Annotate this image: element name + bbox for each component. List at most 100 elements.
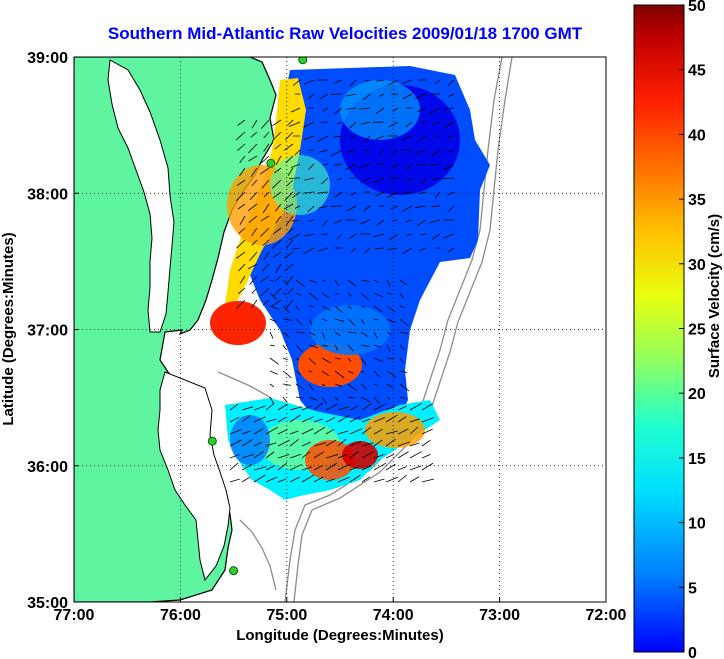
velocity-arrow <box>360 331 369 338</box>
velocity-arrow <box>253 416 266 423</box>
velocity-arrow <box>325 454 339 459</box>
velocity-arrow <box>386 318 396 323</box>
velocity-arrow <box>334 163 343 166</box>
velocity-arrow <box>260 287 270 297</box>
velocity-arrow <box>386 247 399 251</box>
velocity-arrow <box>359 107 371 110</box>
velocity-arrow <box>263 131 270 139</box>
velocity-arrow <box>301 405 312 411</box>
velocity-arrow <box>360 344 370 348</box>
velocity-arrow <box>386 331 392 335</box>
velocity-arrow <box>271 179 282 189</box>
velocity-arrow <box>447 79 455 86</box>
velocity-arrow <box>229 462 239 471</box>
velocity-arrow <box>273 167 282 174</box>
velocity-arrow <box>349 441 362 447</box>
velocity-arrow <box>284 191 294 202</box>
velocity-arrow <box>269 318 277 323</box>
velocity-arrow <box>349 466 359 471</box>
colorbar-tick-label: 25 <box>688 322 706 339</box>
velocity-arrow <box>392 107 399 112</box>
velocity-arrow <box>345 163 357 171</box>
velocity-arrow <box>421 417 435 423</box>
velocity-arrow <box>250 167 258 178</box>
colorbar-tick-label: 50 <box>688 0 706 15</box>
velocity-arrow <box>386 191 399 198</box>
velocity-arrow <box>322 163 329 166</box>
colorbar-tick-label: 40 <box>688 127 706 144</box>
velocity-arrow <box>238 287 246 295</box>
velocity-arrow <box>373 357 384 363</box>
velocity-arrow <box>373 417 386 423</box>
velocity-arrow <box>409 418 420 423</box>
velocity-arrow <box>434 135 441 138</box>
velocity-arrow <box>443 233 455 239</box>
velocity-arrow <box>349 451 359 459</box>
velocity-arrow <box>275 215 282 224</box>
velocity-arrow <box>402 93 413 100</box>
velocity-arrow <box>334 305 343 314</box>
velocity-arrow <box>321 396 327 405</box>
velocity-arrow <box>409 402 422 411</box>
velocity-arrow <box>295 383 305 391</box>
velocity-vectors <box>229 79 455 483</box>
velocity-arrow <box>282 305 290 314</box>
velocity-arrow <box>294 205 301 209</box>
velocity-arrow <box>253 474 266 483</box>
velocity-arrow <box>373 454 385 459</box>
x-tick-label: 75:00 <box>266 607 307 624</box>
velocity-arrow <box>347 305 352 309</box>
velocity-arrow <box>373 279 379 283</box>
velocity-arrow <box>386 357 395 360</box>
velocity-arrow <box>289 121 301 127</box>
velocity-arrow <box>295 292 302 296</box>
y-tick-label: 35:00 <box>27 595 68 612</box>
velocity-arrow <box>401 247 413 255</box>
velocity-arrow <box>373 396 380 405</box>
velocity-arrow <box>399 318 409 327</box>
velocity-arrow <box>443 107 455 110</box>
velocity-arrow <box>333 191 343 199</box>
velocity-arrow <box>389 233 399 241</box>
velocity-arrow <box>259 167 270 175</box>
velocity-arrow <box>409 426 419 435</box>
velocity-arrow <box>308 344 319 349</box>
bathymetry-contour <box>293 57 513 602</box>
velocity-arrow <box>405 163 413 170</box>
velocity-arrow <box>349 416 361 423</box>
velocity-arrow <box>334 357 341 360</box>
velocity-arrow <box>260 215 270 222</box>
velocity-arrow <box>295 344 303 353</box>
velocity-arrow <box>308 318 313 326</box>
velocity-arrow <box>265 442 277 447</box>
velocity-arrow <box>386 344 391 352</box>
velocity-arrow <box>372 177 385 183</box>
velocity-arrow <box>360 177 371 184</box>
velocity-arrow <box>239 215 246 226</box>
velocity-arrow <box>322 107 329 112</box>
velocity-arrow <box>263 191 270 198</box>
velocity-arrow <box>308 292 318 300</box>
velocity-arrow <box>284 251 294 259</box>
velocity-arrow <box>373 370 380 378</box>
velocity-arrow <box>361 451 374 459</box>
y-axis: 39:00 38:00 37:00 36:00 35:00 <box>27 50 79 612</box>
velocity-arrow <box>236 179 246 186</box>
velocity-arrow <box>248 143 258 154</box>
velocity-arrow <box>235 191 246 202</box>
velocity-arrow <box>269 279 274 282</box>
velocity-arrow <box>229 403 239 411</box>
velocity-arrow <box>397 441 411 447</box>
velocity-arrow <box>265 426 279 435</box>
velocity-arrow <box>333 219 343 224</box>
radar-station <box>229 566 239 576</box>
velocity-arrow <box>333 79 343 84</box>
velocity-arrow <box>249 251 258 262</box>
velocity-arrow <box>337 430 349 435</box>
velocity-arrow <box>265 418 277 423</box>
velocity-arrow <box>348 233 357 239</box>
velocity-arrow <box>401 191 413 194</box>
velocity-arrow <box>272 119 282 127</box>
velocity-arrow <box>289 406 303 411</box>
velocity-arrow <box>269 344 275 347</box>
